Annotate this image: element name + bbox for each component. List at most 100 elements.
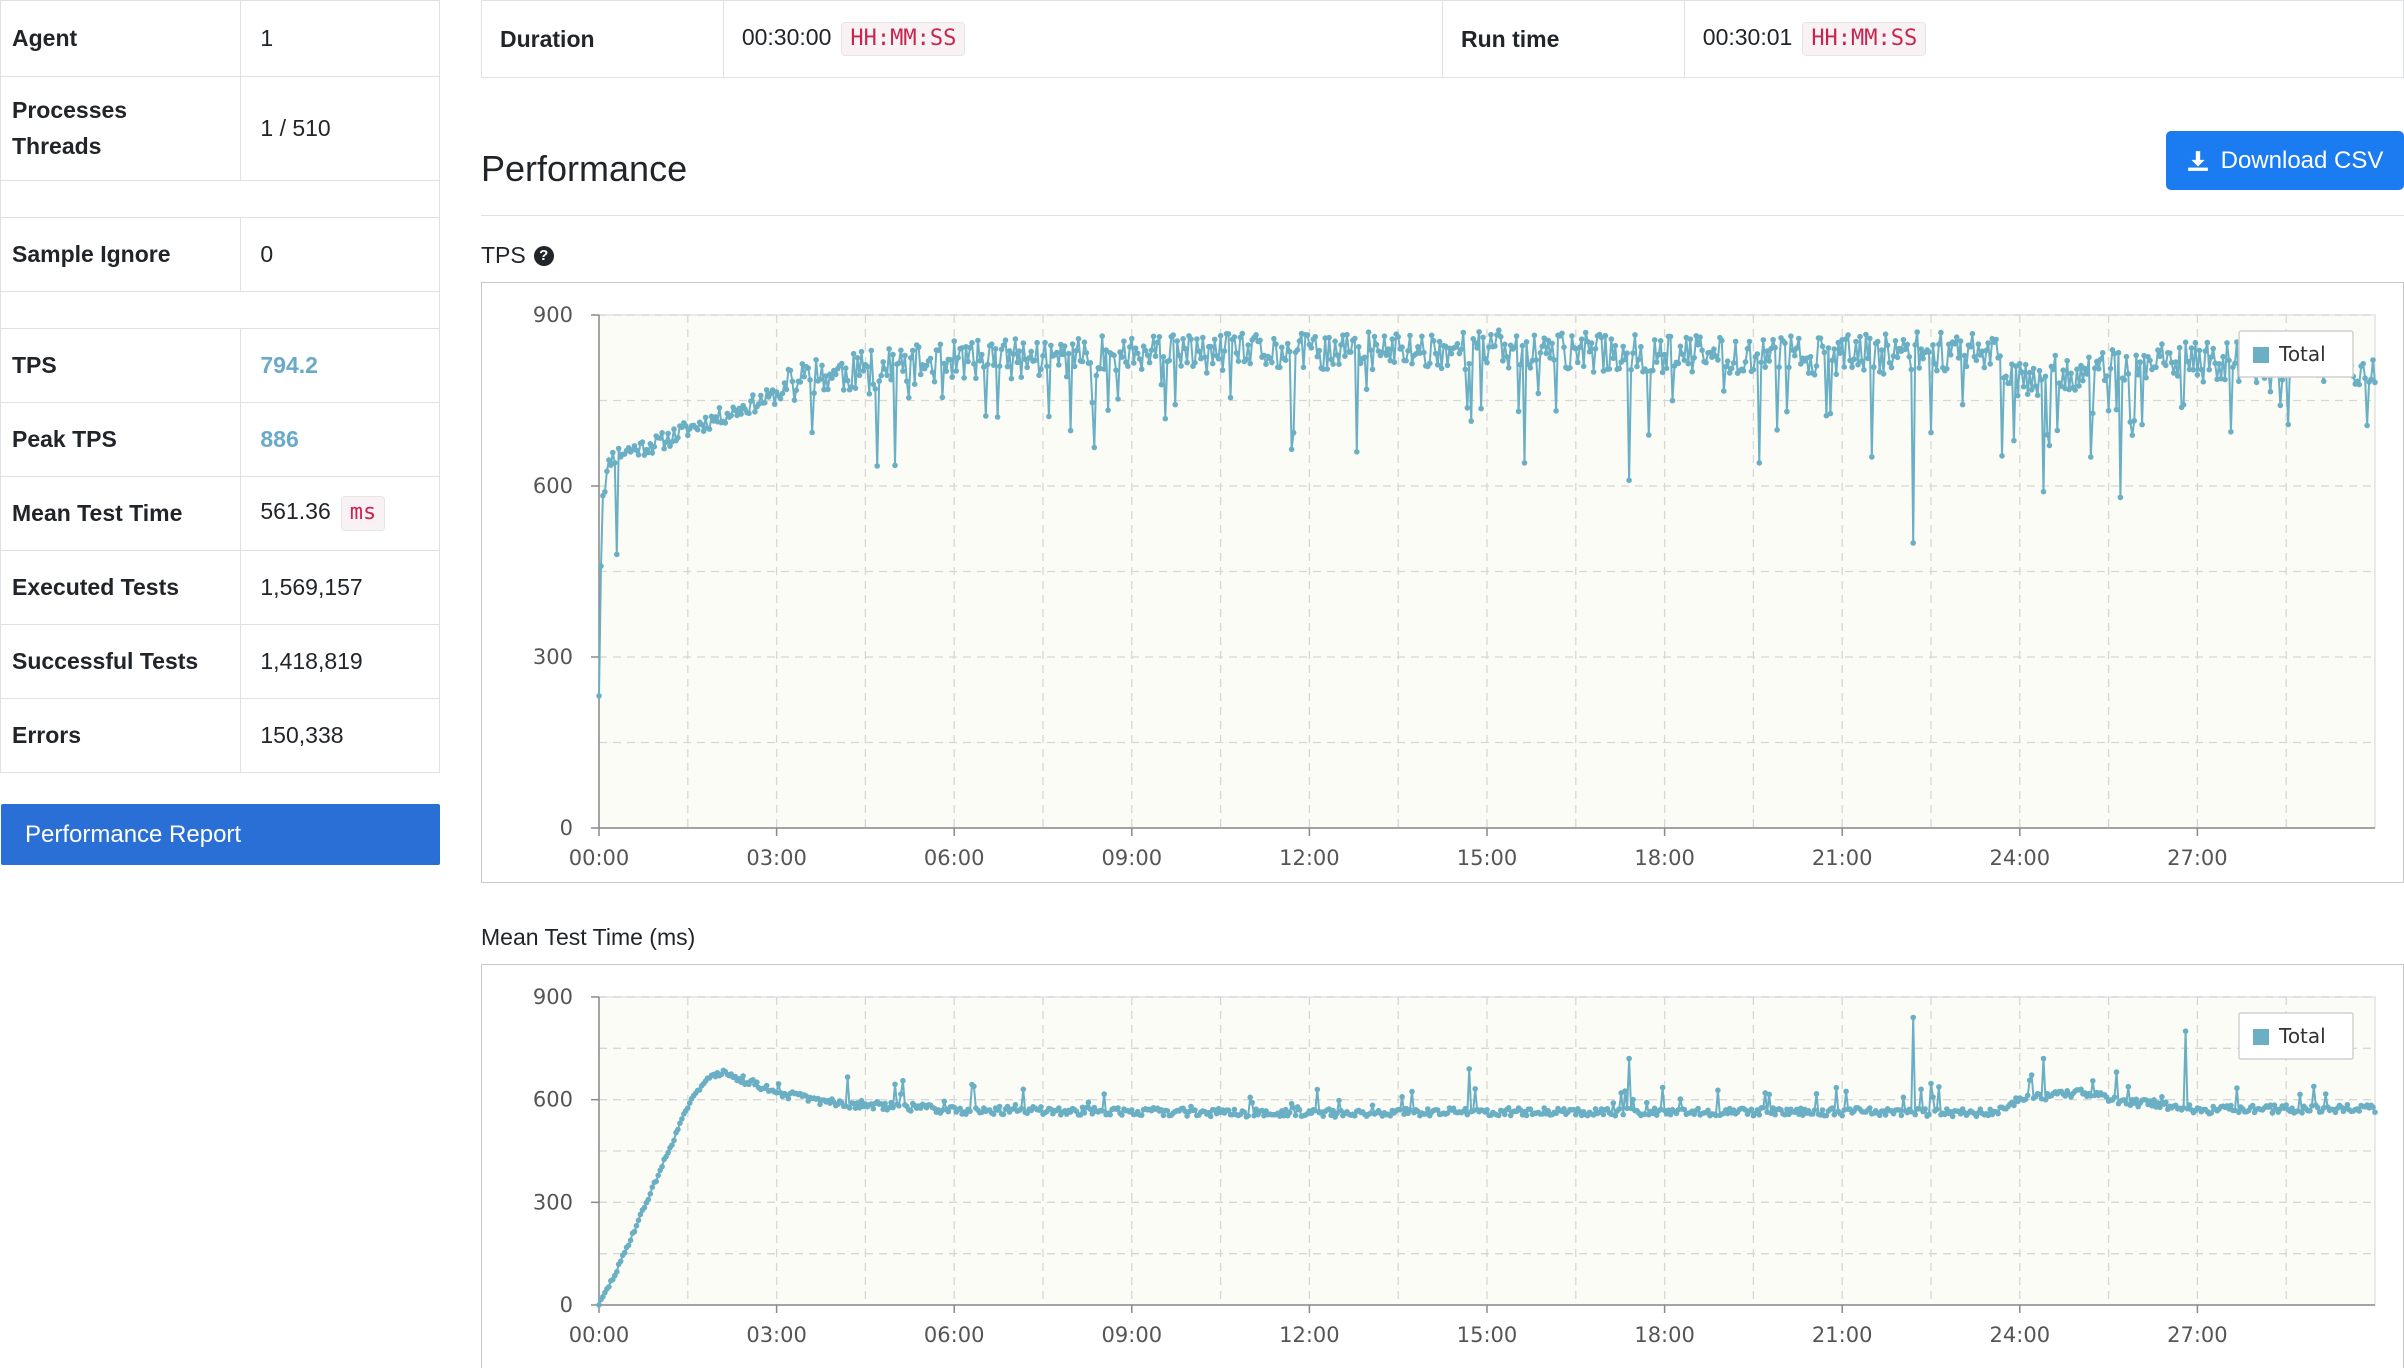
series-point <box>1038 1104 1044 1110</box>
series-point <box>1018 1105 1025 1112</box>
y-tick-label: 300 <box>533 1190 573 1214</box>
series-point <box>825 386 831 393</box>
series-point <box>773 1090 780 1096</box>
series-point <box>2232 360 2238 367</box>
series-point <box>908 1108 914 1114</box>
series-point <box>1160 1112 1167 1119</box>
series-point <box>1754 351 1761 357</box>
x-tick-label: 21:00 <box>1812 846 1873 870</box>
runtime-format-badge: HH:MM:SS <box>1802 21 1927 57</box>
series-point <box>1428 332 1435 339</box>
series-point <box>900 368 906 374</box>
series-point <box>2206 366 2212 373</box>
series-point <box>777 395 784 402</box>
chart-legend[interactable]: Total <box>2238 330 2354 378</box>
series-point <box>996 363 1003 369</box>
summary-row: Agent 1 <box>0 0 440 77</box>
series-point <box>1561 344 1567 350</box>
series-point <box>779 390 786 397</box>
series-point <box>1279 344 1285 351</box>
summary-value-cell[interactable]: 886 <box>240 402 440 477</box>
series-point <box>1740 368 1747 374</box>
y-tick-label: 600 <box>533 1088 573 1112</box>
series-point <box>1320 1113 1326 1119</box>
series-point <box>1330 1107 1336 1114</box>
series-point <box>1863 331 1869 338</box>
series-point <box>671 1137 677 1144</box>
series-point <box>1906 354 1913 360</box>
series-point <box>1859 358 1865 364</box>
series-point <box>1286 348 1293 355</box>
summary-value-cell[interactable]: 794.2 <box>240 328 440 403</box>
summary-label: TPS <box>0 328 242 403</box>
series-point <box>1071 363 1078 370</box>
series-point <box>2139 421 2145 428</box>
series-point <box>1156 334 1163 340</box>
series-point <box>1089 399 1096 406</box>
performance-report-button[interactable]: Performance Report <box>1 804 440 865</box>
series-point <box>947 357 954 363</box>
series-point <box>1622 1088 1628 1094</box>
series-point <box>2019 369 2025 375</box>
series-point <box>1253 332 1259 338</box>
series-point <box>1284 340 1291 347</box>
series-point <box>1336 1097 1342 1104</box>
series-point <box>2364 422 2370 429</box>
series-point <box>641 1204 648 1211</box>
series-point <box>2028 387 2035 393</box>
series-point <box>2117 494 2124 501</box>
series-point <box>1726 370 1733 376</box>
series-point <box>2159 1094 2165 1100</box>
series-point <box>1786 364 1792 371</box>
series-point <box>1920 355 1926 362</box>
series-point <box>1515 408 1522 415</box>
series-point <box>1695 1105 1701 1112</box>
series-point <box>1624 350 1630 356</box>
series-point <box>667 443 673 449</box>
series-point <box>1152 353 1159 359</box>
chart-legend[interactable]: Total <box>2238 1012 2354 1060</box>
series-point <box>1746 338 1753 345</box>
series-point <box>1117 349 1123 355</box>
series-point <box>1245 342 1251 348</box>
series-point <box>1101 1091 1107 1097</box>
series-point <box>797 379 804 385</box>
series-point <box>957 1105 963 1112</box>
chart-svg: 0 300 600 900 00:00 03:00 06:00 09:00 12:00 15:00… <box>533 303 2378 870</box>
summary-row: Successful Tests 1,418,819 <box>0 624 440 699</box>
series-point <box>1188 336 1194 342</box>
series-point <box>1711 346 1717 352</box>
series-point <box>1900 336 1907 343</box>
series-point <box>990 1111 997 1117</box>
series-point <box>1811 1107 1818 1113</box>
series-point <box>1916 365 1922 371</box>
series-point <box>1918 1086 1924 1093</box>
download-csv-button[interactable]: Download CSV <box>2166 131 2404 190</box>
series-point <box>2249 1102 2256 1109</box>
series-point <box>1056 362 1062 368</box>
series-point <box>1539 1111 1546 1117</box>
series-point <box>1766 358 1772 364</box>
series-point <box>1403 357 1409 364</box>
series-point <box>1200 334 1206 341</box>
series-point <box>1691 355 1697 361</box>
series-point <box>1900 1094 1907 1101</box>
series-point <box>819 362 825 369</box>
question-circle-icon[interactable]: ? <box>533 245 554 266</box>
series-point <box>2103 373 2110 379</box>
series-point <box>1472 340 1478 346</box>
series-point <box>1395 334 1401 340</box>
x-tick-label: 09:00 <box>1102 846 1163 870</box>
series-point <box>1407 332 1413 339</box>
series-point <box>752 409 758 415</box>
series-point <box>771 401 778 407</box>
series-point <box>1823 1112 1830 1119</box>
series-point <box>2222 376 2228 383</box>
series-point <box>1211 336 1218 343</box>
series-point <box>1667 1111 1674 1118</box>
series-point <box>1134 350 1141 357</box>
series-point <box>1036 372 1042 379</box>
series-point <box>1628 366 1634 373</box>
series-point <box>1073 347 1080 354</box>
series-point <box>1813 1091 1820 1097</box>
